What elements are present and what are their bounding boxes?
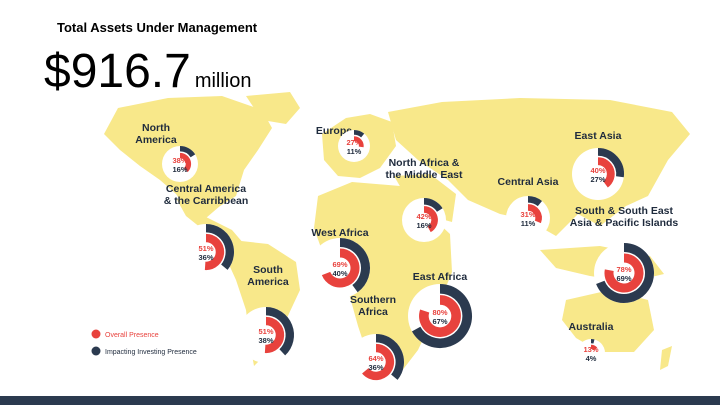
overall-arc-east-asia bbox=[597, 157, 615, 188]
donut-background bbox=[506, 196, 550, 240]
impacting-arc-north-africa-middle-east bbox=[423, 198, 443, 212]
donut-central-america-caribbean: 51%36% bbox=[178, 224, 234, 280]
total-aum-unit: million bbox=[194, 70, 252, 92]
impacting-value-europe: 11% bbox=[347, 147, 362, 156]
region-label-south-southeast-asia-pacific: South & South East Asia & Pacific Islands bbox=[570, 205, 679, 229]
region-donuts: 38%16%27%11%40%27%42%16%31%11%51%36%69%4… bbox=[162, 130, 654, 390]
region-labels: North America Europe East Asia North Africa … bbox=[135, 122, 678, 333]
legend: Overall Presence Impacting Investing Pre… bbox=[91, 329, 197, 356]
region-label-north-africa-middle-east: North Africa & the Middle East bbox=[385, 157, 463, 181]
overall-arc-north-america bbox=[179, 152, 192, 173]
donut-east-asia: 40%27% bbox=[572, 148, 624, 200]
region-label-west-africa: West Africa bbox=[311, 227, 368, 239]
overall-arc-southern-africa bbox=[362, 343, 395, 381]
overall-arc-central-america-caribbean bbox=[204, 233, 225, 271]
impacting-value-australia: 4% bbox=[586, 354, 597, 363]
region-label-south-america: South America bbox=[247, 264, 289, 288]
overall-arc-east-africa bbox=[419, 295, 461, 337]
page-title: Total Assets Under Management bbox=[57, 20, 258, 35]
donut-south-america: 51%38% bbox=[238, 307, 294, 363]
overall-arc-central-asia bbox=[527, 204, 542, 224]
continent-new-zealand bbox=[660, 346, 672, 370]
donut-east-africa: 80%67% bbox=[408, 284, 472, 348]
overall-value-southern-africa: 64% bbox=[368, 354, 383, 363]
overall-value-west-africa: 69% bbox=[332, 260, 347, 269]
overall-arc-europe bbox=[353, 136, 364, 148]
overall-value-central-asia: 31% bbox=[520, 210, 535, 219]
donut-europe: 27%11% bbox=[338, 130, 370, 162]
impacting-value-east-africa: 67% bbox=[432, 317, 447, 326]
impacting-value-north-africa-middle-east: 16% bbox=[416, 221, 431, 230]
impacting-arc-east-asia bbox=[597, 148, 624, 178]
overall-value-east-asia: 40% bbox=[590, 166, 605, 175]
region-label-southern-africa: Southern Africa bbox=[350, 294, 396, 318]
overall-arc-west-africa bbox=[321, 248, 360, 288]
legend-overall-swatch bbox=[91, 329, 101, 339]
overall-arc-south-america bbox=[264, 316, 285, 354]
region-label-australia: Australia bbox=[569, 321, 614, 333]
continent-asia bbox=[388, 98, 690, 236]
impacting-value-west-africa: 40% bbox=[332, 269, 347, 278]
overall-arc-australia bbox=[590, 344, 598, 351]
donut-north-africa-middle-east: 42%16% bbox=[402, 198, 446, 242]
continent-central-america bbox=[176, 198, 244, 244]
overall-value-east-africa: 80% bbox=[432, 308, 447, 317]
impacting-value-north-america: 16% bbox=[172, 165, 187, 174]
impacting-arc-central-america-caribbean bbox=[205, 224, 234, 270]
impacting-arc-north-america bbox=[179, 146, 196, 158]
donut-southern-africa: 64%36% bbox=[348, 334, 404, 390]
overall-value-australia: 13% bbox=[583, 345, 598, 354]
donut-background bbox=[577, 339, 605, 367]
impacting-arc-west-africa bbox=[339, 238, 370, 293]
impacting-value-south-southeast-asia-pacific: 69% bbox=[616, 274, 631, 283]
impacting-value-central-asia: 11% bbox=[521, 219, 536, 228]
overall-arc-north-africa-middle-east bbox=[423, 206, 438, 233]
overall-value-south-america: 51% bbox=[258, 327, 273, 336]
overall-arc-south-southeast-asia-pacific bbox=[604, 253, 644, 293]
impacting-arc-southern-africa bbox=[375, 334, 404, 380]
region-label-east-africa: East Africa bbox=[413, 271, 468, 283]
impacting-arc-europe bbox=[353, 130, 365, 138]
region-label-central-america-caribbean: Central America & the Carribbean bbox=[164, 183, 249, 207]
donut-central-asia: 31%11% bbox=[506, 196, 550, 240]
legend-impacting-swatch bbox=[91, 346, 101, 356]
donut-north-america: 38%16% bbox=[162, 146, 198, 182]
total-aum-amount: $916.7 bbox=[44, 45, 191, 98]
donut-west-africa: 69%40% bbox=[310, 238, 370, 298]
impacting-arc-central-asia bbox=[527, 196, 543, 207]
impacting-arc-east-africa bbox=[411, 284, 472, 348]
overall-value-south-southeast-asia-pacific: 78% bbox=[616, 265, 631, 274]
donut-south-southeast-asia-pacific: 78%69% bbox=[594, 243, 654, 303]
overall-value-north-america: 38% bbox=[172, 156, 187, 165]
region-label-central-asia: Central Asia bbox=[498, 176, 559, 188]
impacting-arc-south-southeast-asia-pacific bbox=[596, 243, 654, 303]
donut-australia: 13%4% bbox=[577, 338, 605, 367]
legend-impacting-label: Impacting Investing Presence bbox=[105, 349, 197, 356]
continent-south-america bbox=[226, 240, 300, 366]
bottom-bar bbox=[0, 396, 720, 405]
overall-value-central-america-caribbean: 51% bbox=[198, 244, 213, 253]
region-label-north-america: North America bbox=[135, 122, 177, 146]
region-label-east-asia: East Asia bbox=[575, 130, 622, 142]
impacting-value-south-america: 38% bbox=[258, 336, 273, 345]
impacting-arc-south-america bbox=[265, 307, 294, 356]
continent-australia bbox=[562, 290, 654, 352]
total-aum: $916.7 million bbox=[44, 44, 252, 100]
donut-background bbox=[338, 130, 370, 162]
impacting-value-southern-africa: 36% bbox=[368, 363, 383, 372]
region-label-europe: Europe bbox=[316, 125, 352, 137]
overall-value-north-africa-middle-east: 42% bbox=[416, 212, 431, 221]
impacting-value-east-asia: 27% bbox=[590, 175, 605, 184]
legend-overall-label: Overall Presence bbox=[105, 332, 159, 339]
continent-greenland bbox=[246, 92, 300, 124]
overall-value-europe: 27% bbox=[346, 138, 361, 147]
impacting-value-central-america-caribbean: 36% bbox=[198, 253, 213, 262]
